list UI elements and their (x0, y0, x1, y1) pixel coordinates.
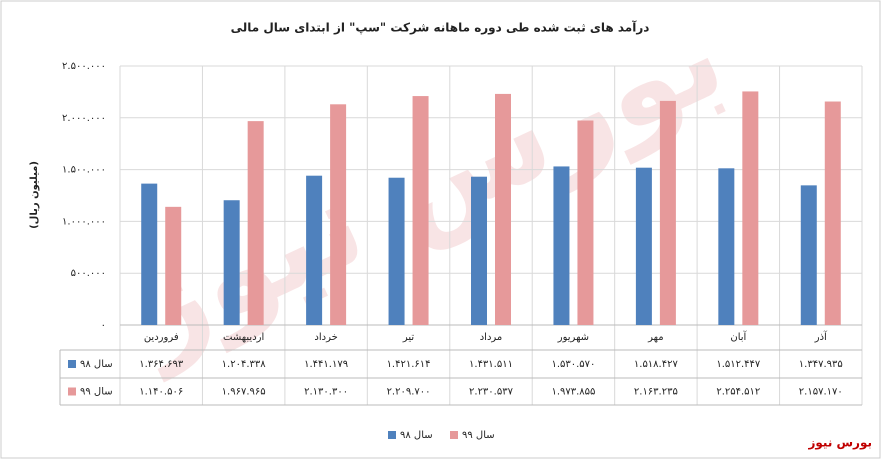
bar (553, 166, 570, 325)
table-value: ۱.۹۶۷.۹۶۵ (222, 387, 266, 398)
bar (412, 96, 429, 326)
table-value: ۱.۵۳۰.۵۷۰ (551, 359, 595, 370)
y-tick-label: ۲.۵۰۰.۰۰۰ (62, 61, 106, 72)
table-series-name: سال ۹۸ (80, 359, 113, 370)
bar (141, 183, 158, 325)
table-value: ۲.۱۳۰.۳۰۰ (304, 387, 348, 398)
table-value: ۱.۳۶۴.۶۹۳ (139, 359, 184, 370)
bar (388, 177, 405, 325)
bar (223, 200, 240, 325)
bar (800, 185, 817, 325)
table-value: ۱.۳۴۷.۹۳۵ (799, 359, 843, 370)
bar (718, 168, 735, 325)
y-tick-label: ۱.۵۰۰.۰۰۰ (62, 165, 106, 176)
x-tick-label: شهریور (557, 332, 589, 343)
x-tick-label: مرداد (480, 332, 503, 343)
x-tick-label: فروردین (144, 332, 179, 343)
y-tick-label: ۰ (101, 320, 106, 331)
x-tick-label: آبان (730, 330, 747, 343)
bar (165, 206, 182, 325)
y-axis-label: (میلیون ریال) (29, 161, 40, 229)
table-key (68, 387, 76, 396)
bar (577, 120, 594, 325)
legend-key (450, 431, 458, 439)
table-value: ۱.۲۰۴.۳۳۸ (222, 359, 267, 370)
bar (659, 100, 676, 325)
x-tick-label: اردیبهشت (223, 332, 264, 343)
table-value: ۱.۵۱۸.۴۲۷ (634, 359, 679, 370)
bar (495, 93, 511, 325)
table-value: ۲.۱۶۳.۲۳۵ (634, 387, 678, 398)
table-value: ۱.۴۲۱.۶۱۴ (387, 359, 431, 370)
x-tick-label: مهر (647, 332, 663, 343)
table-value: ۲.۲۳۰.۵۳۷ (469, 387, 514, 398)
table-value: ۱.۵۱۲.۴۴۷ (716, 359, 761, 370)
table-value: ۱.۴۴۱.۱۷۹ (304, 359, 348, 370)
x-tick-label: تیر (402, 332, 415, 343)
bar (306, 175, 323, 325)
table-value: ۱.۴۳۱.۵۱۱ (469, 359, 513, 370)
x-tick-label: خرداد (314, 332, 337, 343)
table-value: ۲.۱۵۷.۱۷۰ (799, 387, 843, 398)
bar (742, 91, 759, 325)
bar (635, 167, 652, 325)
x-tick-label: آذر (814, 330, 828, 343)
legend-label: سال ۹۸ (400, 430, 433, 441)
y-tick-label: ۱.۰۰۰.۰۰۰ (62, 216, 106, 227)
bar (471, 176, 487, 325)
bar (330, 104, 347, 325)
table-value: ۱.۱۴۰.۵۰۶ (139, 387, 183, 398)
table-value: ۲.۲۰۹.۷۰۰ (387, 387, 431, 398)
table-value: ۱.۹۷۳.۸۵۵ (551, 387, 595, 398)
chart-title: درآمد های ثبت شده طی دوره ماهانه شرکت "س… (231, 20, 650, 36)
y-tick-label: ۵۰۰.۰۰۰ (71, 268, 106, 279)
legend-label: سال ۹۹ (462, 430, 495, 441)
bar (247, 121, 264, 325)
bar (824, 101, 841, 326)
table-key (68, 360, 76, 368)
brand: بورس نیوز (807, 436, 872, 451)
y-tick-label: ۲.۰۰۰.۰۰۰ (62, 113, 106, 124)
table-series-name: سال ۹۹ (80, 387, 113, 398)
table-value: ۲.۲۵۴.۵۱۲ (716, 387, 760, 398)
legend-key (388, 431, 396, 439)
